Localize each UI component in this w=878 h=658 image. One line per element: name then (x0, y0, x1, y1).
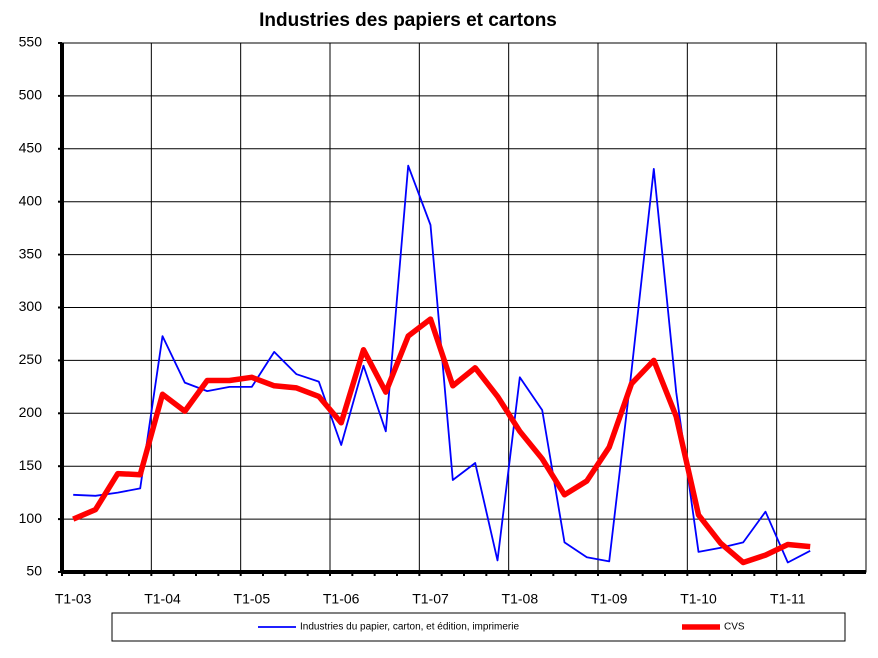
legend-box (111, 612, 846, 642)
y-tick-label: 50 (26, 563, 42, 579)
legend-label: Industries du papier, carton, et édition… (300, 622, 519, 633)
y-tick-label: 250 (19, 351, 43, 367)
x-tick-label: T1-08 (502, 591, 539, 607)
x-tick-label: T1-05 (234, 591, 271, 607)
x-tick-label: T1-09 (591, 591, 628, 607)
x-tick-label: T1-04 (144, 591, 181, 607)
x-tick-label: T1-10 (680, 591, 717, 607)
y-tick-label: 200 (19, 404, 43, 420)
y-tick-label: 150 (19, 457, 43, 473)
y-tick-label: 100 (19, 510, 43, 526)
y-tick-label: 550 (19, 34, 43, 50)
chart-title: Industries des papiers et cartons (259, 10, 557, 31)
series-line (72, 316, 811, 566)
y-tick-label: 350 (19, 245, 43, 261)
y-tick-label: 500 (19, 87, 43, 103)
y-tick-label: 400 (19, 192, 43, 208)
y-tick-label: 300 (19, 298, 43, 314)
legend-label: CVS (724, 622, 745, 633)
y-tick-label: 450 (19, 140, 43, 156)
x-tick-label: T1-11 (770, 591, 806, 607)
x-tick-label: T1-03 (55, 591, 92, 607)
x-tick-label: T1-07 (412, 591, 449, 607)
x-tick-label: T1-06 (323, 591, 360, 607)
